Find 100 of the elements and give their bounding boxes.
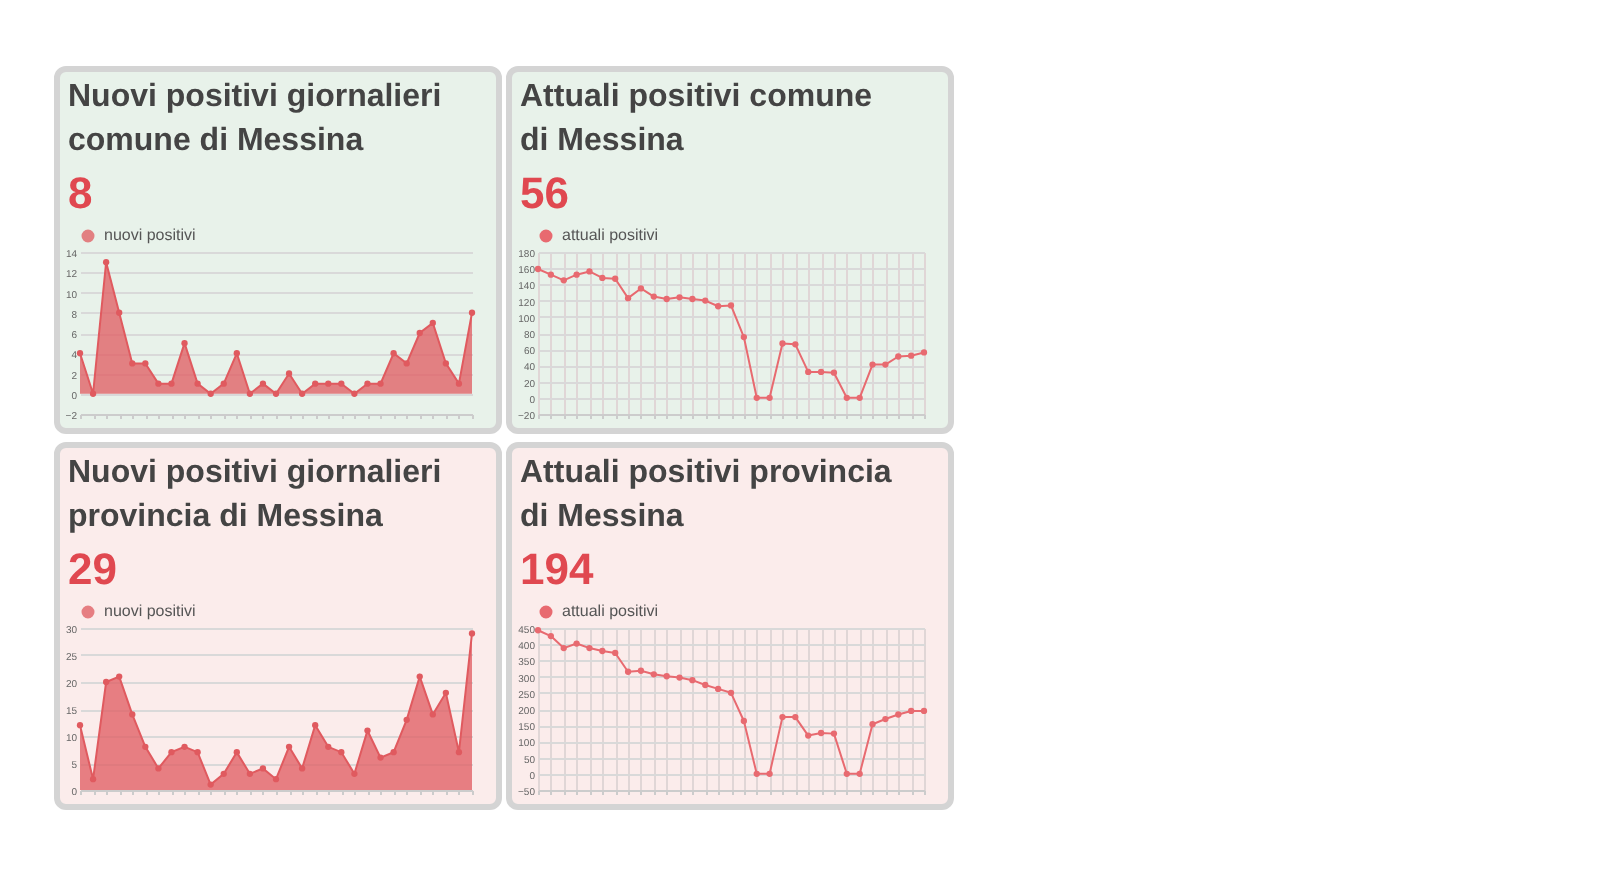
point — [907, 352, 915, 359]
point — [740, 717, 748, 725]
point — [624, 668, 632, 675]
point — [817, 729, 825, 737]
chart-title: Nuovi positivi giornalieri provincia di Messina — [66, 454, 444, 538]
point — [116, 673, 123, 680]
point — [920, 349, 928, 356]
point — [882, 361, 889, 368]
point — [338, 749, 345, 756]
point — [702, 297, 709, 304]
point — [285, 370, 293, 377]
point — [573, 271, 580, 278]
point — [663, 673, 670, 680]
point — [753, 770, 760, 777]
point — [612, 649, 619, 657]
point — [377, 380, 384, 387]
point — [142, 360, 149, 367]
chart-subtitle: 194 — [518, 542, 596, 598]
point — [233, 350, 240, 357]
point — [246, 390, 254, 397]
point — [155, 380, 162, 387]
point — [573, 640, 580, 647]
point — [920, 707, 928, 715]
point — [779, 340, 786, 347]
point — [298, 765, 306, 772]
point — [882, 715, 889, 723]
point — [727, 689, 735, 696]
point — [181, 743, 188, 750]
point — [895, 711, 902, 718]
point — [351, 390, 358, 397]
point — [272, 776, 280, 783]
point — [702, 681, 709, 689]
point — [779, 713, 786, 721]
chart-title: Attuali positivi provincia di Messina — [518, 454, 894, 538]
point — [429, 319, 436, 327]
point — [560, 644, 567, 652]
point — [817, 368, 825, 376]
point — [612, 275, 619, 282]
point — [468, 309, 476, 316]
point — [259, 765, 267, 772]
point — [207, 781, 214, 788]
point — [168, 380, 175, 387]
point — [689, 295, 696, 303]
point — [76, 722, 84, 729]
point — [547, 632, 555, 640]
point — [650, 671, 657, 678]
chart-subtitle: 29 — [66, 542, 119, 598]
point — [129, 711, 136, 718]
point — [194, 380, 201, 387]
point — [220, 770, 227, 777]
point — [155, 765, 162, 772]
point — [89, 776, 97, 783]
point — [676, 294, 683, 301]
point — [364, 727, 371, 734]
point — [403, 716, 410, 723]
chart-title: Attuali positivi comune di Messina — [518, 78, 875, 162]
point — [637, 667, 645, 674]
point — [805, 368, 812, 376]
point — [843, 394, 850, 401]
point — [377, 754, 384, 761]
point — [766, 394, 773, 401]
point — [714, 685, 722, 693]
point — [194, 749, 201, 756]
point — [637, 285, 645, 292]
point — [390, 749, 397, 756]
point — [560, 277, 567, 284]
point — [907, 707, 915, 715]
point — [442, 689, 450, 696]
point — [869, 361, 876, 368]
point — [895, 353, 902, 360]
point — [207, 390, 214, 397]
legend-label: nuovi positivi — [104, 602, 197, 620]
point — [181, 339, 188, 347]
point — [624, 295, 632, 302]
point — [676, 674, 683, 681]
point — [325, 380, 332, 387]
point — [102, 258, 110, 266]
legend-label: attuali positivi — [562, 226, 659, 244]
point — [714, 303, 722, 310]
point — [455, 380, 463, 387]
chart-title: Nuovi positivi giornalieri comune di Messina — [66, 78, 444, 162]
point — [298, 390, 306, 397]
point — [259, 380, 267, 387]
point — [325, 743, 332, 750]
point — [129, 360, 136, 367]
point — [312, 380, 319, 387]
point — [364, 380, 371, 387]
point — [805, 732, 812, 739]
legend-label: nuovi positivi — [104, 226, 197, 244]
point — [869, 721, 876, 728]
point — [792, 713, 799, 721]
chart-subtitle: 56 — [518, 166, 571, 222]
point — [246, 770, 254, 777]
point — [856, 770, 863, 777]
point — [116, 309, 123, 316]
point — [89, 390, 97, 397]
point — [830, 730, 838, 737]
point — [830, 369, 838, 376]
point — [586, 644, 593, 652]
point — [168, 749, 175, 756]
